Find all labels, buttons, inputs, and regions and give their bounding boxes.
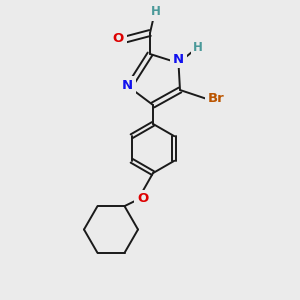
Text: O: O — [137, 192, 148, 206]
Text: H: H — [151, 5, 161, 19]
Text: O: O — [113, 32, 124, 46]
Text: H: H — [193, 40, 203, 54]
Text: N: N — [173, 53, 184, 66]
Text: Br: Br — [208, 92, 224, 106]
Text: N: N — [122, 79, 133, 92]
